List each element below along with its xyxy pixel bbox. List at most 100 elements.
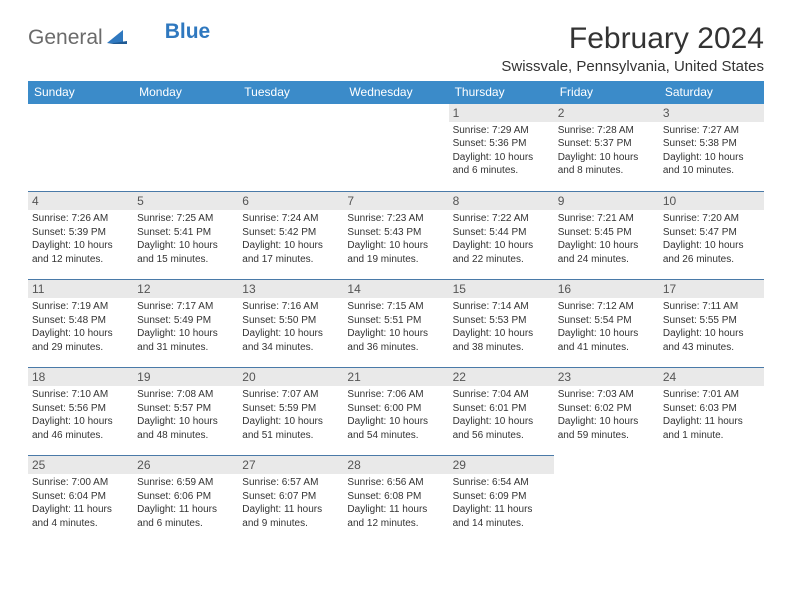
day-info: Sunrise: 7:08 AMSunset: 5:57 PMDaylight:…	[137, 388, 234, 442]
month-title: February 2024	[501, 22, 764, 56]
logo-text-blue: Blue	[165, 20, 211, 44]
day-number: 9	[554, 192, 659, 210]
weekday-header: Tuesday	[238, 81, 343, 104]
calendar-day-cell: 16Sunrise: 7:12 AMSunset: 5:54 PMDayligh…	[554, 280, 659, 368]
day-number: 27	[238, 456, 343, 474]
day-number: 13	[238, 280, 343, 298]
day-number: 28	[343, 456, 448, 474]
day-info: Sunrise: 7:21 AMSunset: 5:45 PMDaylight:…	[558, 212, 655, 266]
day-info: Sunrise: 6:59 AMSunset: 6:06 PMDaylight:…	[137, 476, 234, 530]
day-info: Sunrise: 7:01 AMSunset: 6:03 PMDaylight:…	[663, 388, 760, 442]
day-number: 8	[449, 192, 554, 210]
day-info: Sunrise: 7:20 AMSunset: 5:47 PMDaylight:…	[663, 212, 760, 266]
day-number: 26	[133, 456, 238, 474]
day-number: 15	[449, 280, 554, 298]
day-number: 7	[343, 192, 448, 210]
calendar-empty-cell	[238, 104, 343, 192]
calendar-day-cell: 22 Sunrise: 7:04 AMSunset: 6:01 PMDayligh…	[449, 368, 554, 456]
calendar-week-row: 25Sunrise: 7:00 AMSunset: 6:04 PMDayligh…	[28, 456, 764, 544]
weekday-header: Monday	[133, 81, 238, 104]
calendar-empty-cell	[554, 456, 659, 544]
location-text: Swissvale, Pennsylvania, United States	[501, 58, 764, 75]
calendar-week-row: 1Sunrise: 7:29 AMSunset: 5:36 PMDaylight…	[28, 104, 764, 192]
calendar-day-cell: 3 Sunrise: 7:27 AMSunset: 5:38 PMDaylight…	[659, 104, 764, 192]
day-number: 6	[238, 192, 343, 210]
day-number: 2	[554, 104, 659, 122]
weekday-header: Sunday	[28, 81, 133, 104]
calendar-body: 1Sunrise: 7:29 AMSunset: 5:36 PMDaylight…	[28, 104, 764, 544]
day-info: Sunrise: 7:16 AMSunset: 5:50 PMDaylight:…	[242, 300, 339, 354]
day-number: 10	[659, 192, 764, 210]
day-number: 18	[28, 368, 133, 386]
day-info: Sunrise: 7:27 AMSunset: 5:38 PMDaylight:…	[663, 124, 760, 178]
day-number: 12	[133, 280, 238, 298]
calendar-day-cell: 12Sunrise: 7:17 AMSunset: 5:49 PMDayligh…	[133, 280, 238, 368]
calendar-table: SundayMondayTuesdayWednesdayThursdayFrid…	[28, 81, 764, 544]
day-info: Sunrise: 7:24 AMSunset: 5:42 PMDaylight:…	[242, 212, 339, 266]
day-number: 24	[659, 368, 764, 386]
calendar-day-cell: 11 Sunrise: 7:19 AMSunset: 5:48 PMDayligh…	[28, 280, 133, 368]
day-info: Sunrise: 7:19 AMSunset: 5:48 PMDaylight:…	[32, 300, 129, 354]
calendar-day-cell: 17Sunrise: 7:11 AMSunset: 5:55 PMDayligh…	[659, 280, 764, 368]
calendar-day-cell: 14 Sunrise: 7:15 AMSunset: 5:51 PMDayligh…	[343, 280, 448, 368]
calendar-day-cell: 8 Sunrise: 7:22 AMSunset: 5:44 PMDaylight…	[449, 192, 554, 280]
day-info: Sunrise: 7:06 AMSunset: 6:00 PMDaylight:…	[347, 388, 444, 442]
calendar-day-cell: 24 Sunrise: 7:01 AMSunset: 6:03 PMDayligh…	[659, 368, 764, 456]
day-info: Sunrise: 7:15 AMSunset: 5:51 PMDaylight:…	[347, 300, 444, 354]
day-number: 23	[554, 368, 659, 386]
weekday-header: Wednesday	[343, 81, 448, 104]
calendar-day-cell: 27 Sunrise: 6:57 AMSunset: 6:07 PMDayligh…	[238, 456, 343, 544]
day-info: Sunrise: 7:28 AMSunset: 5:37 PMDaylight:…	[558, 124, 655, 178]
day-info: Sunrise: 7:10 AMSunset: 5:56 PMDaylight:…	[32, 388, 129, 442]
calendar-day-cell: 9 Sunrise: 7:21 AMSunset: 5:45 PMDaylight…	[554, 192, 659, 280]
day-info: Sunrise: 6:54 AMSunset: 6:09 PMDaylight:…	[453, 476, 550, 530]
day-info: Sunrise: 7:26 AMSunset: 5:39 PMDaylight:…	[32, 212, 129, 266]
day-number: 19	[133, 368, 238, 386]
logo-sail-icon	[107, 28, 127, 49]
calendar-day-cell: 18 Sunrise: 7:10 AMSunset: 5:56 PMDayligh…	[28, 368, 133, 456]
calendar-day-cell: 10 Sunrise: 7:20 AMSunset: 5:47 PMDayligh…	[659, 192, 764, 280]
day-number: 1	[449, 104, 554, 122]
day-info: Sunrise: 6:56 AMSunset: 6:08 PMDaylight:…	[347, 476, 444, 530]
day-number: 29	[449, 456, 554, 474]
logo-text-general: General	[28, 26, 103, 50]
day-info: Sunrise: 6:57 AMSunset: 6:07 PMDaylight:…	[242, 476, 339, 530]
title-block: February 2024 Swissvale, Pennsylvania, U…	[501, 22, 764, 75]
calendar-page: General Blue February 2024 Swissvale, Pe…	[0, 0, 792, 544]
weekday-header: Thursday	[449, 81, 554, 104]
calendar-week-row: 4 Sunrise: 7:26 AMSunset: 5:39 PMDaylight…	[28, 192, 764, 280]
day-info: Sunrise: 7:22 AMSunset: 5:44 PMDaylight:…	[453, 212, 550, 266]
calendar-day-cell: 1Sunrise: 7:29 AMSunset: 5:36 PMDaylight…	[449, 104, 554, 192]
calendar-day-cell: 5 Sunrise: 7:25 AMSunset: 5:41 PMDaylight…	[133, 192, 238, 280]
day-info: Sunrise: 7:04 AMSunset: 6:01 PMDaylight:…	[453, 388, 550, 442]
weekday-header: Friday	[554, 81, 659, 104]
day-number: 17	[659, 280, 764, 298]
calendar-day-cell: 15Sunrise: 7:14 AMSunset: 5:53 PMDayligh…	[449, 280, 554, 368]
day-number: 11	[28, 280, 133, 298]
day-info: Sunrise: 7:25 AMSunset: 5:41 PMDaylight:…	[137, 212, 234, 266]
calendar-empty-cell	[343, 104, 448, 192]
day-number: 4	[28, 192, 133, 210]
day-info: Sunrise: 7:00 AMSunset: 6:04 PMDaylight:…	[32, 476, 129, 530]
calendar-day-cell: 25Sunrise: 7:00 AMSunset: 6:04 PMDayligh…	[28, 456, 133, 544]
day-number: 14	[343, 280, 448, 298]
calendar-day-cell: 26 Sunrise: 6:59 AMSunset: 6:06 PMDayligh…	[133, 456, 238, 544]
day-number: 21	[343, 368, 448, 386]
calendar-week-row: 18 Sunrise: 7:10 AMSunset: 5:56 PMDayligh…	[28, 368, 764, 456]
day-number: 5	[133, 192, 238, 210]
page-header: General Blue February 2024 Swissvale, Pe…	[28, 22, 764, 75]
calendar-day-cell: 13 Sunrise: 7:16 AMSunset: 5:50 PMDayligh…	[238, 280, 343, 368]
weekday-header: Saturday	[659, 81, 764, 104]
calendar-day-cell: 4 Sunrise: 7:26 AMSunset: 5:39 PMDaylight…	[28, 192, 133, 280]
calendar-day-cell: 7Sunrise: 7:23 AMSunset: 5:43 PMDaylight…	[343, 192, 448, 280]
day-number: 20	[238, 368, 343, 386]
day-number: 22	[449, 368, 554, 386]
calendar-empty-cell	[659, 456, 764, 544]
calendar-day-cell: 28 Sunrise: 6:56 AMSunset: 6:08 PMDayligh…	[343, 456, 448, 544]
calendar-day-cell: 2 Sunrise: 7:28 AMSunset: 5:37 PMDaylight…	[554, 104, 659, 192]
calendar-day-cell: 29 Sunrise: 6:54 AMSunset: 6:09 PMDayligh…	[449, 456, 554, 544]
calendar-day-cell: 19 Sunrise: 7:08 AMSunset: 5:57 PMDayligh…	[133, 368, 238, 456]
calendar-day-cell: 20Sunrise: 7:07 AMSunset: 5:59 PMDayligh…	[238, 368, 343, 456]
day-number: 3	[659, 104, 764, 122]
calendar-day-cell: 6 Sunrise: 7:24 AMSunset: 5:42 PMDaylight…	[238, 192, 343, 280]
